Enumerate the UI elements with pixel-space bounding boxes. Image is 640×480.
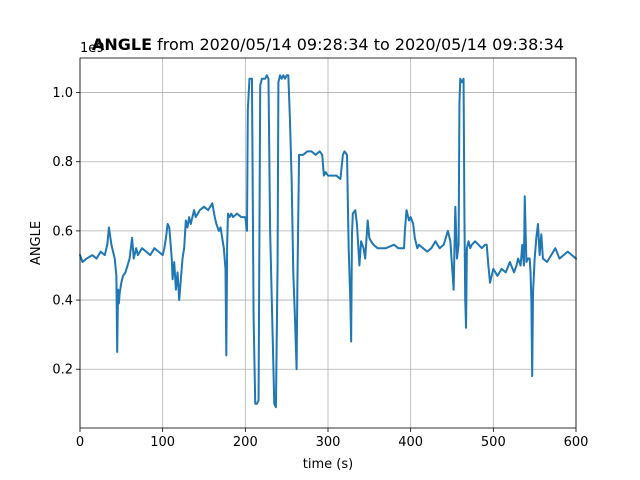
series-layer [79, 74, 577, 409]
x-tick-label: 200 [233, 435, 258, 450]
series-line-0 [79, 74, 577, 409]
chart-title: ANGLE from 2020/05/14 09:28:34 to 2020/0… [92, 35, 564, 54]
x-tick-label: 600 [564, 435, 589, 450]
chart-title-bold: ANGLE [92, 35, 152, 54]
y-tick-label: 0.4 [52, 294, 73, 309]
y-axis-label: ANGLE [29, 221, 44, 265]
x-tick-label: 100 [150, 435, 175, 450]
x-tick-label: 0 [76, 435, 84, 450]
x-axis-label: time (s) [303, 457, 353, 472]
y-offset-label: 1e9 [80, 41, 105, 56]
y-axis-ticks: 0.2 0.4 0.6 0.8 1.0 [52, 86, 80, 378]
x-axis-ticks: 0 100 200 300 400 500 600 [76, 428, 589, 450]
x-tick-label: 400 [398, 435, 423, 450]
y-tick-label: 1.0 [52, 86, 73, 101]
chart-title-rest: from 2020/05/14 09:28:34 to 2020/05/14 0… [152, 35, 564, 54]
x-tick-label: 300 [316, 435, 341, 450]
y-tick-label: 0.8 [52, 155, 73, 170]
x-tick-label: 500 [481, 435, 506, 450]
y-tick-label: 0.6 [52, 224, 73, 239]
y-tick-label: 0.2 [52, 363, 73, 378]
